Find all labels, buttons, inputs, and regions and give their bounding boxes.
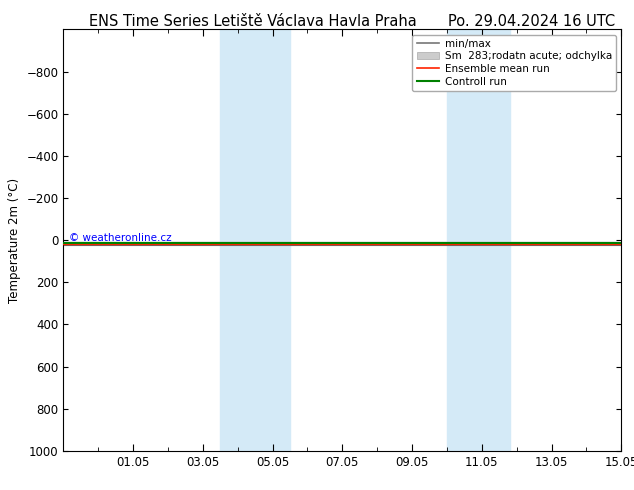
- Legend: min/max, Sm  283;rodatn acute; odchylka, Ensemble mean run, Controll run: min/max, Sm 283;rodatn acute; odchylka, …: [412, 35, 616, 91]
- Text: Po. 29.04.2024 16 UTC: Po. 29.04.2024 16 UTC: [448, 14, 615, 29]
- Text: © weatheronline.cz: © weatheronline.cz: [69, 233, 172, 243]
- Y-axis label: Temperature 2m (°C): Temperature 2m (°C): [8, 177, 21, 303]
- Text: ENS Time Series Letiště Václava Havla Praha: ENS Time Series Letiště Václava Havla Pr…: [89, 14, 417, 29]
- Bar: [221, 29, 290, 451]
- Bar: [447, 29, 510, 451]
